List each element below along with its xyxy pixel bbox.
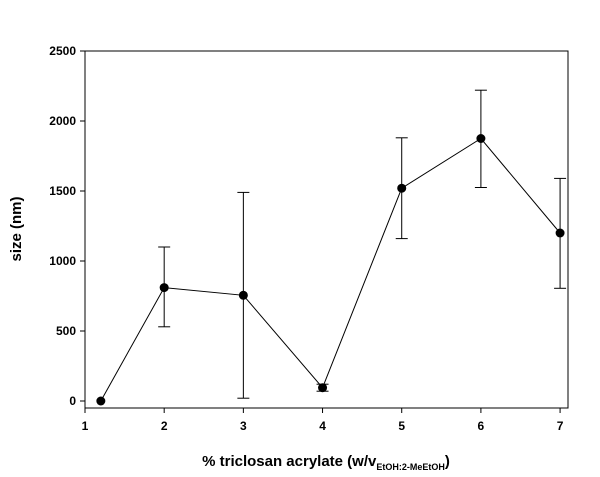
x-tick-label: 7 [557,419,564,433]
series-line [100,137,561,402]
y-axis-ticks: 0 500 1000 1500 2000 2500 [49,44,85,408]
x-axis-title-subscript: EtOH:2-MeEtOH [376,462,445,472]
x-tick-label: 3 [240,419,247,433]
x-tick-label: 2 [161,419,168,433]
data-point [238,290,248,300]
y-tick-label: 1000 [49,254,76,268]
y-tick-label: 0 [69,394,76,408]
y-tick-label: 2500 [49,44,76,58]
data-point [318,383,328,393]
x-tick-label: 5 [398,419,405,433]
data-point [96,396,106,406]
error-bars [158,89,567,399]
y-tick-label: 1500 [49,184,76,198]
y-axis-title: size (nm) [8,196,25,261]
x-axis-ticks: 1 2 3 4 5 6 7 [82,408,564,433]
data-point [397,183,407,193]
y-tick-label: 500 [56,324,76,338]
x-axis-title-main: % triclosan acrylate (w/v [202,453,377,470]
x-axis-title: % triclosan acrylate (w/vEtOH:2-MeEtOH) [202,453,450,472]
data-point [159,283,169,293]
data-point [476,134,486,143]
data-point [555,228,565,238]
y-tick-label: 2000 [49,114,76,128]
x-tick-label: 4 [319,419,326,433]
plot-frame [84,50,569,409]
data-markers [96,134,565,406]
x-axis-title-end: ) [445,453,450,470]
x-tick-label: 6 [478,419,485,433]
x-tick-label: 1 [82,419,89,433]
